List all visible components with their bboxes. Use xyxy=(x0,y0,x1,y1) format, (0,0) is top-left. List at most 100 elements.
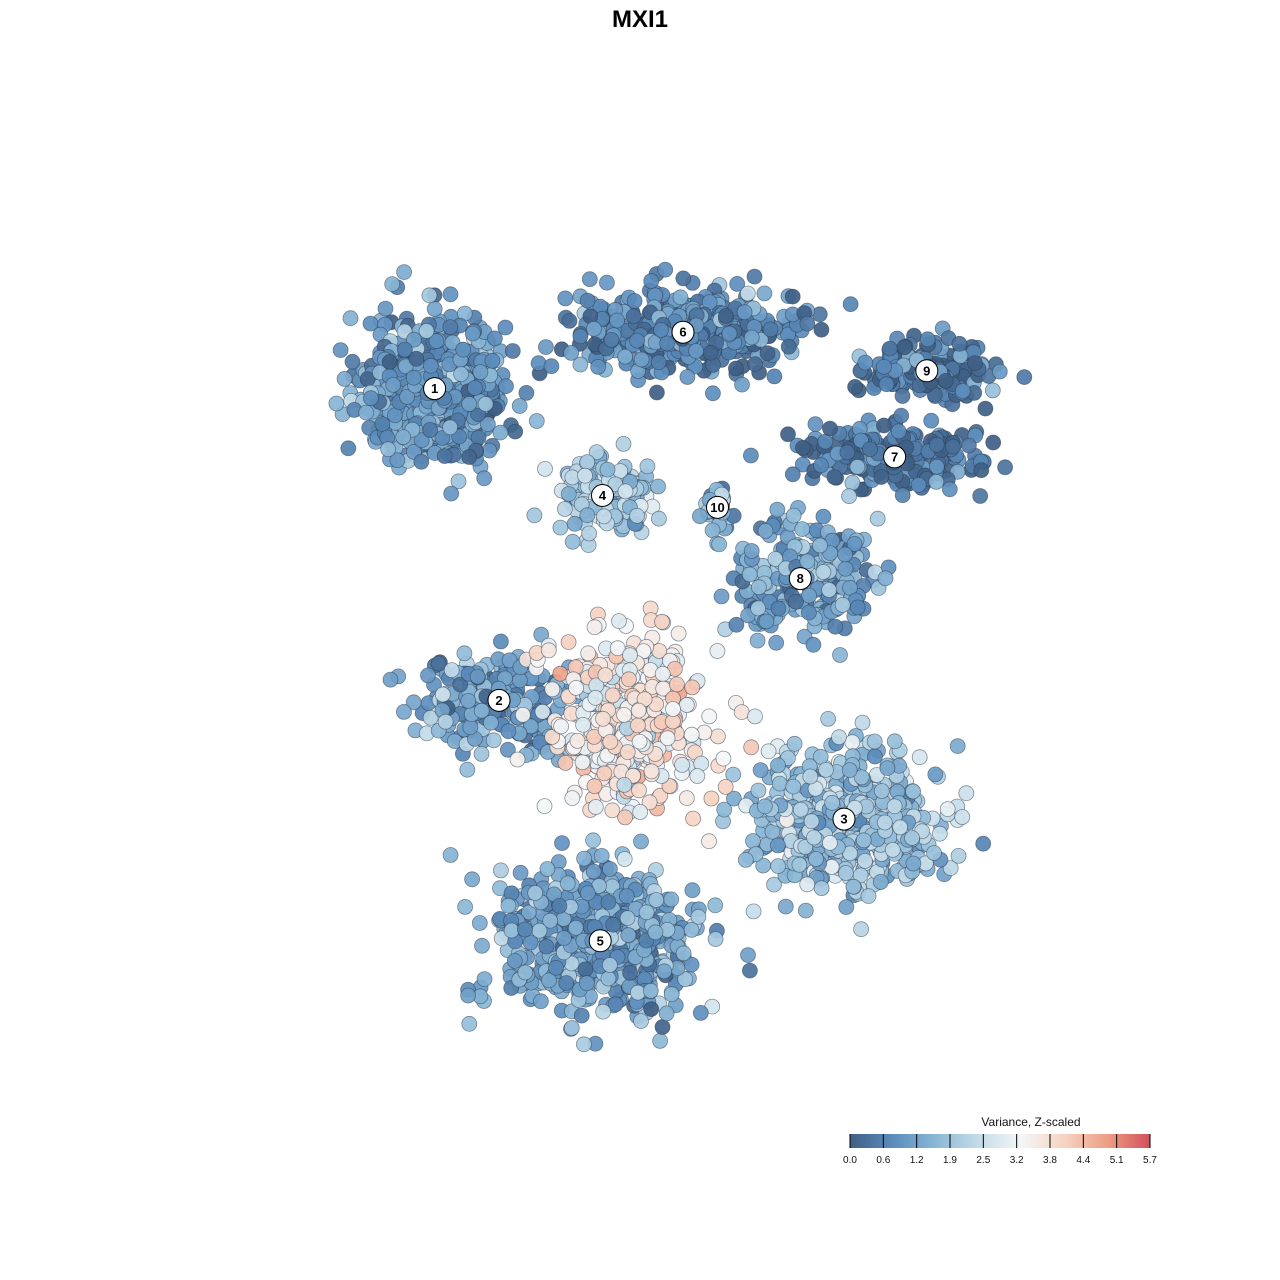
data-point xyxy=(590,358,606,375)
data-point xyxy=(536,798,553,814)
data-point xyxy=(705,385,721,402)
data-point xyxy=(579,507,596,524)
data-point xyxy=(841,488,857,505)
data-point xyxy=(362,390,379,407)
cluster-label-7: 7 xyxy=(883,445,907,469)
data-point xyxy=(544,729,560,745)
data-point xyxy=(395,429,412,446)
data-point xyxy=(426,301,443,317)
data-point xyxy=(586,778,603,795)
data-point xyxy=(692,508,708,525)
data-point xyxy=(573,1007,590,1024)
data-point xyxy=(701,833,717,850)
cluster-label-badge xyxy=(706,495,729,519)
data-point xyxy=(464,325,481,342)
data-point xyxy=(834,597,851,613)
data-point xyxy=(766,876,782,893)
data-point xyxy=(631,782,647,799)
data-point xyxy=(886,733,903,750)
data-point xyxy=(476,971,493,987)
data-point xyxy=(633,833,649,850)
data-point xyxy=(757,523,774,539)
data-point xyxy=(452,676,469,693)
cluster-label-badge xyxy=(671,320,695,344)
data-point xyxy=(542,912,559,929)
data-point xyxy=(597,667,614,683)
data-point xyxy=(845,878,862,895)
data-point xyxy=(884,842,901,858)
data-point xyxy=(734,376,750,393)
data-point xyxy=(461,396,478,412)
data-point xyxy=(620,927,637,943)
data-point xyxy=(518,384,535,401)
data-point xyxy=(558,975,575,991)
cluster-label-text: 3 xyxy=(840,812,847,827)
data-point xyxy=(785,507,802,524)
data-point xyxy=(596,765,613,782)
data-point xyxy=(751,579,767,596)
data-point xyxy=(586,619,603,636)
data-point xyxy=(543,358,560,375)
data-point xyxy=(737,852,754,868)
data-point xyxy=(894,487,911,504)
data-point xyxy=(617,348,633,365)
data-point xyxy=(511,398,528,414)
cluster-label-badge xyxy=(915,359,939,383)
data-point xyxy=(941,481,958,498)
data-point xyxy=(554,835,570,851)
data-point xyxy=(538,938,555,955)
legend-tick-label: 0.6 xyxy=(876,1155,890,1166)
data-point xyxy=(757,798,773,815)
cluster-label-5: 5 xyxy=(588,929,612,953)
data-point xyxy=(742,962,758,979)
data-point xyxy=(710,728,726,745)
data-point xyxy=(690,908,707,925)
data-point xyxy=(841,762,858,778)
data-point xyxy=(484,352,501,369)
data-point xyxy=(622,647,638,664)
data-point xyxy=(876,358,892,375)
data-point xyxy=(808,851,824,867)
data-point xyxy=(503,922,520,939)
data-point xyxy=(862,441,878,458)
data-point xyxy=(702,344,719,361)
data-point xyxy=(473,702,490,719)
data-point xyxy=(405,369,422,386)
data-point xyxy=(619,910,636,926)
data-point xyxy=(824,794,841,811)
data-point xyxy=(340,440,357,457)
data-point xyxy=(522,934,539,951)
data-point xyxy=(838,865,854,881)
data-point xyxy=(600,894,617,910)
data-point xyxy=(821,582,837,598)
data-point xyxy=(557,290,574,307)
data-point xyxy=(579,885,596,901)
data-point xyxy=(672,289,689,306)
cluster-label-badge xyxy=(591,483,614,507)
data-point xyxy=(802,768,819,785)
data-point xyxy=(515,707,531,723)
data-point xyxy=(557,755,574,771)
data-point xyxy=(399,388,416,405)
data-point xyxy=(844,474,861,491)
data-point xyxy=(931,825,948,842)
data-point xyxy=(500,723,517,740)
data-point xyxy=(472,364,489,381)
data-point xyxy=(344,353,361,370)
data-point xyxy=(633,1013,649,1029)
data-point xyxy=(466,380,483,396)
data-point xyxy=(639,458,656,475)
data-point xyxy=(586,320,602,337)
data-point xyxy=(492,424,509,441)
data-point xyxy=(405,331,422,348)
data-point xyxy=(485,732,502,749)
data-point xyxy=(886,798,903,815)
data-point xyxy=(752,762,769,778)
cluster-label-badge xyxy=(832,807,856,831)
data-point xyxy=(715,750,732,767)
data-point xyxy=(413,453,430,470)
data-point xyxy=(408,350,425,367)
data-point xyxy=(421,287,438,304)
data-point xyxy=(818,762,834,778)
